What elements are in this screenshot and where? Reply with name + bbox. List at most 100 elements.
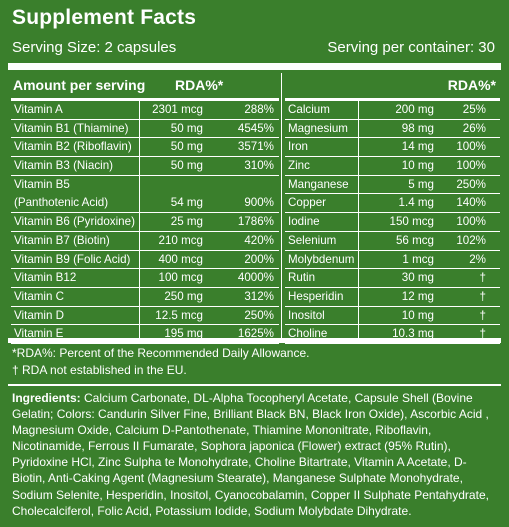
table-row: Magnesium 98 mg 26% — [285, 119, 500, 139]
cell-divider — [358, 231, 359, 250]
cell-divider — [139, 306, 140, 325]
nutrient-amount: 250 mg — [164, 289, 203, 303]
table-row: Molybdenum 1 mcg 2% — [285, 250, 500, 270]
nutrient-amount: 1.4 mg — [398, 196, 434, 210]
nutrient-rda: 420% — [244, 233, 274, 247]
nutrient-amount: 50 mg — [170, 159, 203, 173]
nutrient-amount: 400 mcg — [158, 252, 203, 266]
nutrient-name: Vitamin B6 (Pyridoxine) — [14, 215, 135, 229]
nutrient-name: Hesperidin — [288, 289, 344, 303]
table-row: Vitamin C 250 mg 312% — [11, 287, 279, 307]
table-row: Iron 14 mg 100% — [285, 138, 500, 158]
table-row: Vitamin B12 100 mcg 4000% — [11, 269, 279, 288]
cell-divider — [139, 119, 140, 138]
nutrient-amount: 10 mg — [401, 308, 434, 322]
cell-divider — [358, 119, 359, 138]
cell-divider — [139, 157, 140, 175]
nutrient-amount: 100 mcg — [158, 271, 203, 285]
vitamins-table-header: Amount per serving RDA%* — [11, 73, 279, 101]
nutrient-rda: 250% — [456, 177, 486, 191]
nutrient-rda: † — [479, 327, 486, 341]
nutrient-name: Selenium — [288, 233, 337, 247]
nutrient-rda: 250% — [244, 308, 274, 322]
cell-divider — [139, 231, 140, 250]
nutrient-amount: 50 mg — [170, 121, 203, 135]
cell-divider — [358, 325, 359, 343]
nutrient-rda: 4000% — [237, 271, 274, 285]
nutrient-amount: 10 mg — [401, 159, 434, 173]
nutrient-name: Vitamin B2 (Riboflavin) — [14, 140, 132, 154]
ingredients-divider — [8, 384, 501, 386]
cell-divider — [139, 101, 140, 119]
cell-divider — [358, 306, 359, 325]
nutrient-rda: 100% — [456, 140, 486, 154]
nutrient-name-cont: (Panthotenic Acid) — [14, 195, 109, 209]
cell-divider — [358, 101, 359, 119]
serving-size: Serving Size: 2 capsules — [12, 39, 177, 56]
cell-divider — [358, 138, 359, 157]
nutrient-amount: 30 mg — [401, 271, 434, 285]
nutrient-rda: 100% — [456, 215, 486, 229]
cell-divider — [139, 175, 140, 213]
footnote-rda: *RDA%: Percent of the Recommended Daily … — [12, 346, 310, 360]
nutrient-rda: 25% — [462, 103, 486, 116]
nutrient-amount: 14 mg — [401, 140, 434, 154]
table-row: Vitamin D 12.5 mcg 250% — [11, 306, 279, 326]
nutrient-name: Calcium — [288, 103, 330, 116]
nutrient-rda: 288% — [244, 103, 274, 116]
cell-divider — [358, 287, 359, 306]
nutrient-name: Vitamin B1 (Thiamine) — [14, 121, 129, 135]
nutrient-amount: 195 mg — [164, 327, 203, 341]
cell-divider — [358, 213, 359, 231]
nutrient-name: Vitamin B9 (Folic Acid) — [14, 252, 131, 266]
nutrient-amount: 5 mg — [408, 177, 434, 191]
nutrient-name: Inositol — [288, 308, 325, 322]
nutrient-name: Vitamin B12 — [14, 271, 77, 285]
nutrient-amount: 50 mg — [170, 140, 203, 154]
nutrient-amount: 56 mcg — [395, 233, 434, 247]
table-row: Vitamin B6 (Pyridoxine) 25 mg 1786% — [11, 213, 279, 232]
table-row: Vitamin B1 (Thiamine) 50 mg 4545% — [11, 119, 279, 139]
table-row: Hesperidin 12 mg † — [285, 287, 500, 307]
table-row: Calcium 200 mg 25% — [285, 101, 500, 120]
cell-divider — [358, 157, 359, 175]
nutrient-name: Zinc — [288, 159, 310, 173]
nutrient-rda: † — [479, 308, 486, 322]
nutrient-rda: 200% — [244, 252, 274, 266]
vitamins-table-body: Vitamin A 2301 mcg 288% Vitamin B1 (Thiamin… — [11, 101, 279, 344]
nutrient-rda: † — [479, 289, 486, 303]
footnote-dagger: † RDA not established in the EU. — [12, 363, 187, 377]
nutrient-rda: 1625% — [237, 327, 274, 341]
nutrient-rda: 310% — [244, 159, 274, 173]
nutrient-name: Vitamin B7 (Biotin) — [14, 233, 110, 247]
table-row: Vitamin E 195 mg 1625% — [11, 325, 279, 344]
nutrient-rda: 2% — [469, 252, 486, 266]
nutrient-name: Vitamin B3 (Niacin) — [14, 159, 114, 173]
nutrient-name: Vitamin C — [14, 289, 65, 303]
vitamins-table: Amount per serving RDA%* Vitamin A 2301 m… — [11, 73, 279, 344]
nutrient-name: Iodine — [288, 215, 320, 229]
nutrient-name: Vitamin D — [14, 308, 65, 322]
nutrient-amount: 1 mcg — [402, 252, 434, 266]
nutrient-rda: 900% — [244, 195, 274, 209]
serving-per-container: Serving per container: 30 — [327, 39, 495, 56]
table-row: Vitamin B7 (Biotin) 210 mcg 420% — [11, 231, 279, 251]
nutrient-name: Choline — [288, 327, 328, 341]
table-row: Vitamin B5 (Panthotenic Acid) 54 mg 900% — [11, 175, 279, 214]
nutrient-rda: 100% — [456, 159, 486, 173]
rda-header-right: RDA%* — [447, 77, 496, 93]
nutrient-rda: 102% — [456, 233, 486, 247]
table-row: Choline 10.3 mg † — [285, 325, 500, 344]
nutrient-name: Vitamin A — [14, 103, 63, 116]
nutrient-amount: 200 mg — [395, 103, 434, 116]
cell-divider — [358, 175, 359, 194]
nutrient-name: Molybdenum — [288, 252, 355, 266]
table-row: Inositol 10 mg † — [285, 306, 500, 326]
column-divider — [281, 73, 282, 338]
nutrient-name: Magnesium — [288, 121, 348, 135]
cell-divider — [139, 213, 140, 231]
cell-divider — [139, 269, 140, 287]
nutrient-name: Copper — [288, 196, 327, 210]
ingredients-text: Ingredients: Calcium Carbonate, DL-Alpha… — [12, 390, 498, 519]
